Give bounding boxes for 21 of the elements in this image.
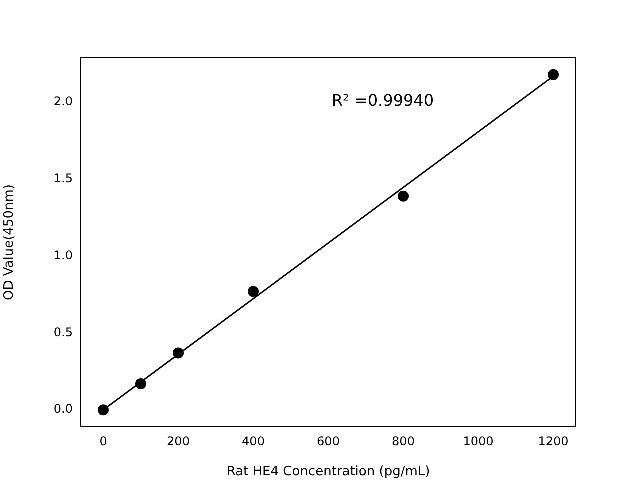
point <box>98 404 109 416</box>
point <box>248 286 259 298</box>
y-tick-label: 2.0 <box>54 94 73 109</box>
x-tick-label: 1200 <box>538 434 569 448</box>
point <box>548 69 559 80</box>
point <box>136 378 146 390</box>
x-tick-label: 400 <box>242 434 265 448</box>
annotation: R² =0.99940 <box>332 91 434 110</box>
point <box>398 190 409 202</box>
x-tick-label: 800 <box>392 434 415 448</box>
point <box>173 348 184 359</box>
x-axis-title: Rat HE4 Concentration (pg/mL) <box>226 464 430 480</box>
x-tick-label: 1000 <box>463 434 494 448</box>
x-tick-label: 0 <box>100 434 108 448</box>
y-axis-title: OD Value(450nm) <box>2 184 18 300</box>
y-tick-label: 1.5 <box>54 172 73 186</box>
y-tick-label: 0.0 <box>54 402 73 416</box>
x-tick-label: 600 <box>317 434 340 448</box>
x-tick-label: 200 <box>167 434 190 448</box>
y-tick-label: 0.5 <box>54 325 73 340</box>
y-tick-label: 1.0 <box>54 248 73 262</box>
